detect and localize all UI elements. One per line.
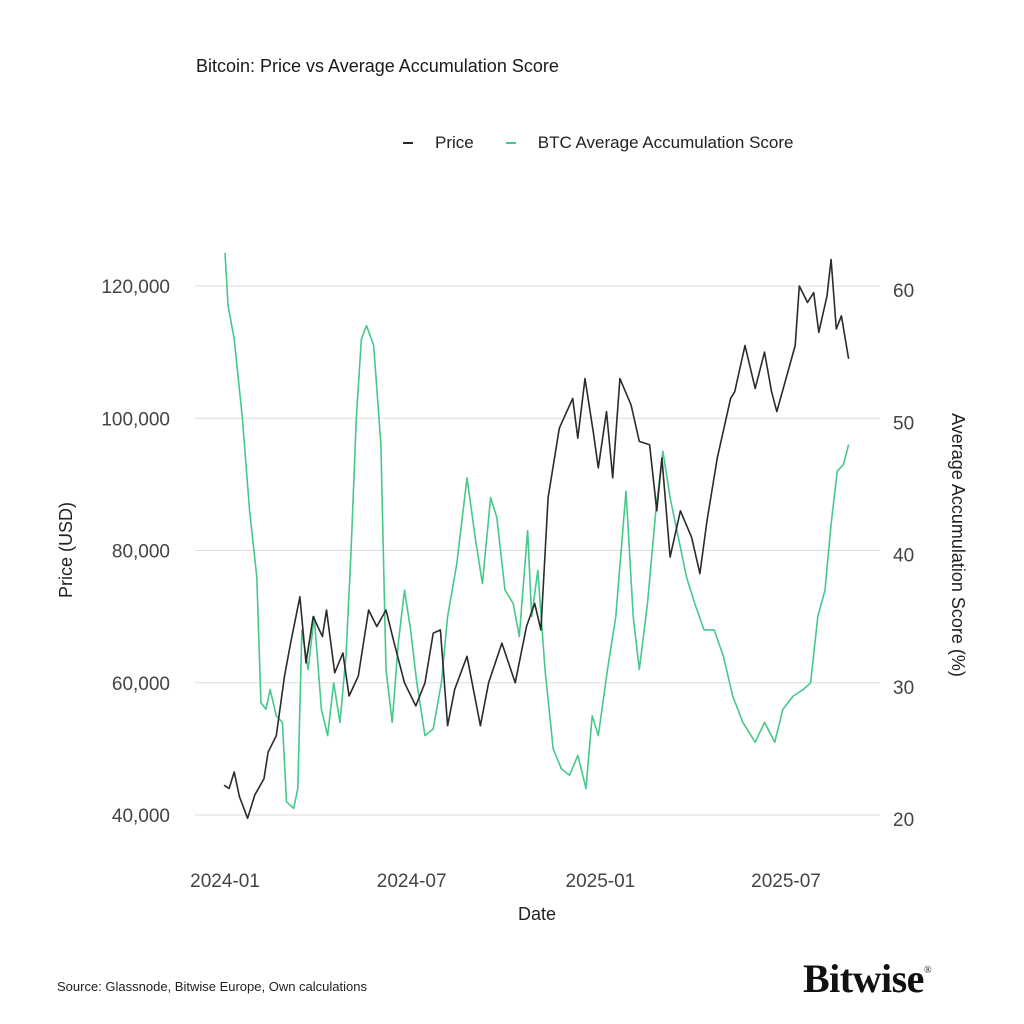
y2-tick-label: 30 (893, 678, 914, 699)
legend-swatch-score (505, 142, 516, 144)
legend-item-score: BTC Average Accumulation Score (505, 133, 794, 153)
y2-tick-label: 40 (893, 546, 914, 567)
y-tick-label: 60,000 (112, 674, 170, 695)
source-note: Source: Glassnode, Bitwise Europe, Own c… (57, 979, 367, 994)
logo-text: Bitwise (803, 956, 924, 1001)
y2-tick-label: 50 (893, 413, 914, 434)
x-tick-label: 2025-07 (751, 871, 821, 892)
legend: Price BTC Average Accumulation Score (403, 133, 826, 153)
x-axis-title: Date (518, 904, 556, 924)
x-tick-label: 2025-01 (566, 871, 636, 892)
registered-mark: ® (923, 965, 932, 976)
legend-swatch-price (403, 142, 413, 144)
legend-label-score: BTC Average Accumulation Score (537, 133, 794, 152)
chart-title: Bitcoin: Price vs Average Accumulation S… (196, 56, 559, 76)
y-axis-title: Price (USD) (56, 502, 76, 598)
y-tick-label: 120,000 (101, 277, 170, 298)
y-tick-label: 80,000 (112, 542, 170, 563)
y-tick-label: 100,000 (101, 409, 170, 430)
legend-item-price: Price (403, 133, 474, 153)
price-line (223, 258, 850, 820)
y2-tick-label: 20 (893, 810, 914, 831)
legend-label-price: Price (435, 133, 474, 152)
accumulation-score-line (224, 252, 850, 810)
x-tick-label: 2024-01 (190, 871, 260, 892)
y-tick-label: 40,000 (112, 806, 170, 827)
y2-axis-title: Average Accumulation Score (%) (948, 413, 968, 677)
x-tick-label: 2024-07 (377, 871, 447, 892)
bitwise-logo: Bitwise® (803, 955, 932, 1002)
y2-tick-label: 60 (893, 281, 914, 302)
